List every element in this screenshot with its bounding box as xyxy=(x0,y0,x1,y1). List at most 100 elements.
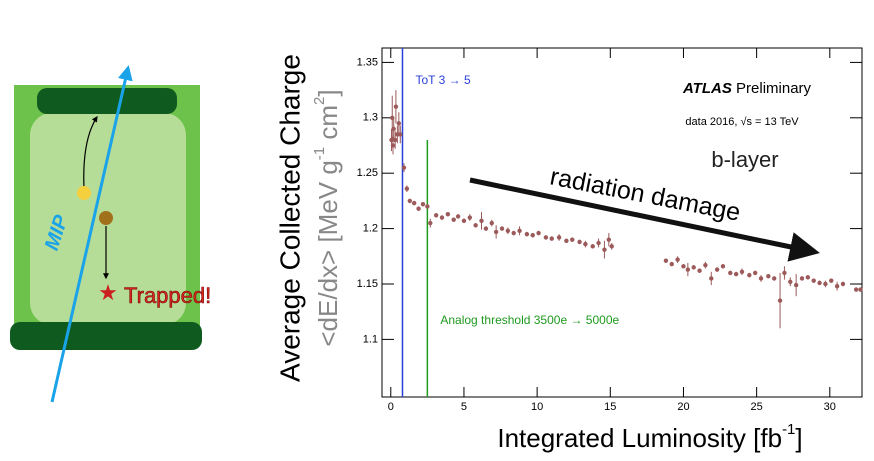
y-axis-units: <dE/dx> [MeV g-1 cm2] xyxy=(311,89,343,346)
y-tick-label: 1.35 xyxy=(357,56,378,68)
data-point xyxy=(606,237,612,242)
chart: 0 5 10 15 20 25 30 1.1 1.15 1.2 1.25 1.3 1.35 ToT 3 →… xyxy=(274,47,863,453)
data-point xyxy=(811,278,816,283)
data-point xyxy=(428,220,433,226)
x-axis-label-text: ] xyxy=(795,423,802,453)
data-point xyxy=(733,271,739,277)
data-point xyxy=(396,121,402,126)
data-point xyxy=(404,186,410,191)
data-point xyxy=(805,275,811,280)
data-point xyxy=(799,276,805,281)
data-point xyxy=(697,268,702,273)
data-point xyxy=(739,269,745,275)
y-axis-units-sup: -1 xyxy=(311,147,328,160)
data-point xyxy=(401,165,407,170)
data-point xyxy=(609,244,614,249)
data-point xyxy=(663,258,669,263)
data-point xyxy=(556,235,562,240)
data-point xyxy=(728,270,733,276)
x-tick-label: 15 xyxy=(604,401,616,413)
title-bold: ATLAS xyxy=(682,80,732,97)
data-point xyxy=(392,137,398,143)
data-point xyxy=(517,228,522,234)
x-axis-label: Integrated Luminosity [fb-1] xyxy=(497,421,802,453)
data-point xyxy=(530,233,535,238)
x-tick-label: 20 xyxy=(677,401,689,413)
x-tick-label: 30 xyxy=(824,401,836,413)
data-point xyxy=(771,276,777,281)
trap-star: ★ xyxy=(98,280,118,305)
data-point xyxy=(411,200,417,206)
y-tick-label: 1.2 xyxy=(363,222,378,234)
x-axis-label-text: Integrated Luminosity [fb xyxy=(497,423,782,453)
data-point xyxy=(407,198,413,204)
y-tick-label: 1.1 xyxy=(363,333,378,345)
y-axis-label: Average Collected Charge xyxy=(274,54,305,382)
data-point xyxy=(493,229,499,235)
electrode-bottom xyxy=(10,322,202,350)
data-point xyxy=(433,213,439,218)
data-point xyxy=(858,287,863,292)
data-point xyxy=(817,280,822,286)
data-point xyxy=(499,226,505,231)
data-point xyxy=(577,239,582,245)
data-point xyxy=(511,230,516,236)
y-axis-units-text: <dE/dx> [MeV g xyxy=(313,160,343,346)
y-axis-units-text: ] xyxy=(313,89,343,96)
data-point xyxy=(793,282,799,288)
data-point xyxy=(583,241,588,247)
data-point xyxy=(549,236,554,241)
data-point xyxy=(391,126,396,132)
y-axis-units-sup: 2 xyxy=(311,97,328,105)
data-point xyxy=(766,274,771,279)
layer-label: b-layer xyxy=(711,147,778,172)
data-point xyxy=(685,267,691,272)
y-tick-label: 1.15 xyxy=(357,278,378,290)
sensor-diagram: ★ Trapped! MIP xyxy=(10,65,212,403)
data-point xyxy=(398,132,403,137)
data-point xyxy=(467,215,473,220)
hole-path xyxy=(83,115,98,189)
data-point xyxy=(489,220,494,226)
data-point xyxy=(439,215,445,220)
data-point xyxy=(602,247,607,252)
data-point xyxy=(777,298,783,303)
data-point xyxy=(596,240,601,246)
data-point xyxy=(445,211,451,217)
mip-track xyxy=(50,65,133,403)
data-point xyxy=(536,230,541,236)
data-point xyxy=(570,237,575,242)
trapped-label: Trapped! xyxy=(124,283,211,308)
data-point xyxy=(788,279,793,284)
data-point xyxy=(834,284,840,289)
data-point xyxy=(416,206,421,211)
data-point xyxy=(393,104,399,109)
x-tick-label: 5 xyxy=(461,401,467,413)
data-point xyxy=(461,218,467,224)
data-point xyxy=(390,143,396,148)
x-axis-label-sup: -1 xyxy=(782,421,795,438)
x-tick-label: 0 xyxy=(388,401,394,413)
subtitle: data 2016, √s = 13 TeV xyxy=(685,116,799,128)
title: ATLAS Preliminary xyxy=(682,80,812,97)
data-point xyxy=(505,228,511,234)
trend-arrow xyxy=(469,177,820,262)
data-point xyxy=(703,262,708,268)
threshold-label: ToT 3 → 5 xyxy=(415,73,470,87)
plot-frame xyxy=(381,47,863,398)
data-point xyxy=(564,238,569,243)
data-point xyxy=(823,281,828,287)
electron xyxy=(99,211,113,225)
electrode-top xyxy=(37,88,177,114)
title-text: Preliminary xyxy=(736,80,812,97)
data-point xyxy=(720,264,726,269)
data-point xyxy=(451,217,456,222)
data-point xyxy=(479,218,484,224)
y-axis-units-text: cm xyxy=(313,105,343,147)
data-point xyxy=(669,261,674,267)
threshold-label: Analog threshold 3500e → 5000e xyxy=(440,313,619,327)
data-point xyxy=(714,267,720,272)
data-point xyxy=(425,204,430,209)
data-point xyxy=(709,276,714,281)
